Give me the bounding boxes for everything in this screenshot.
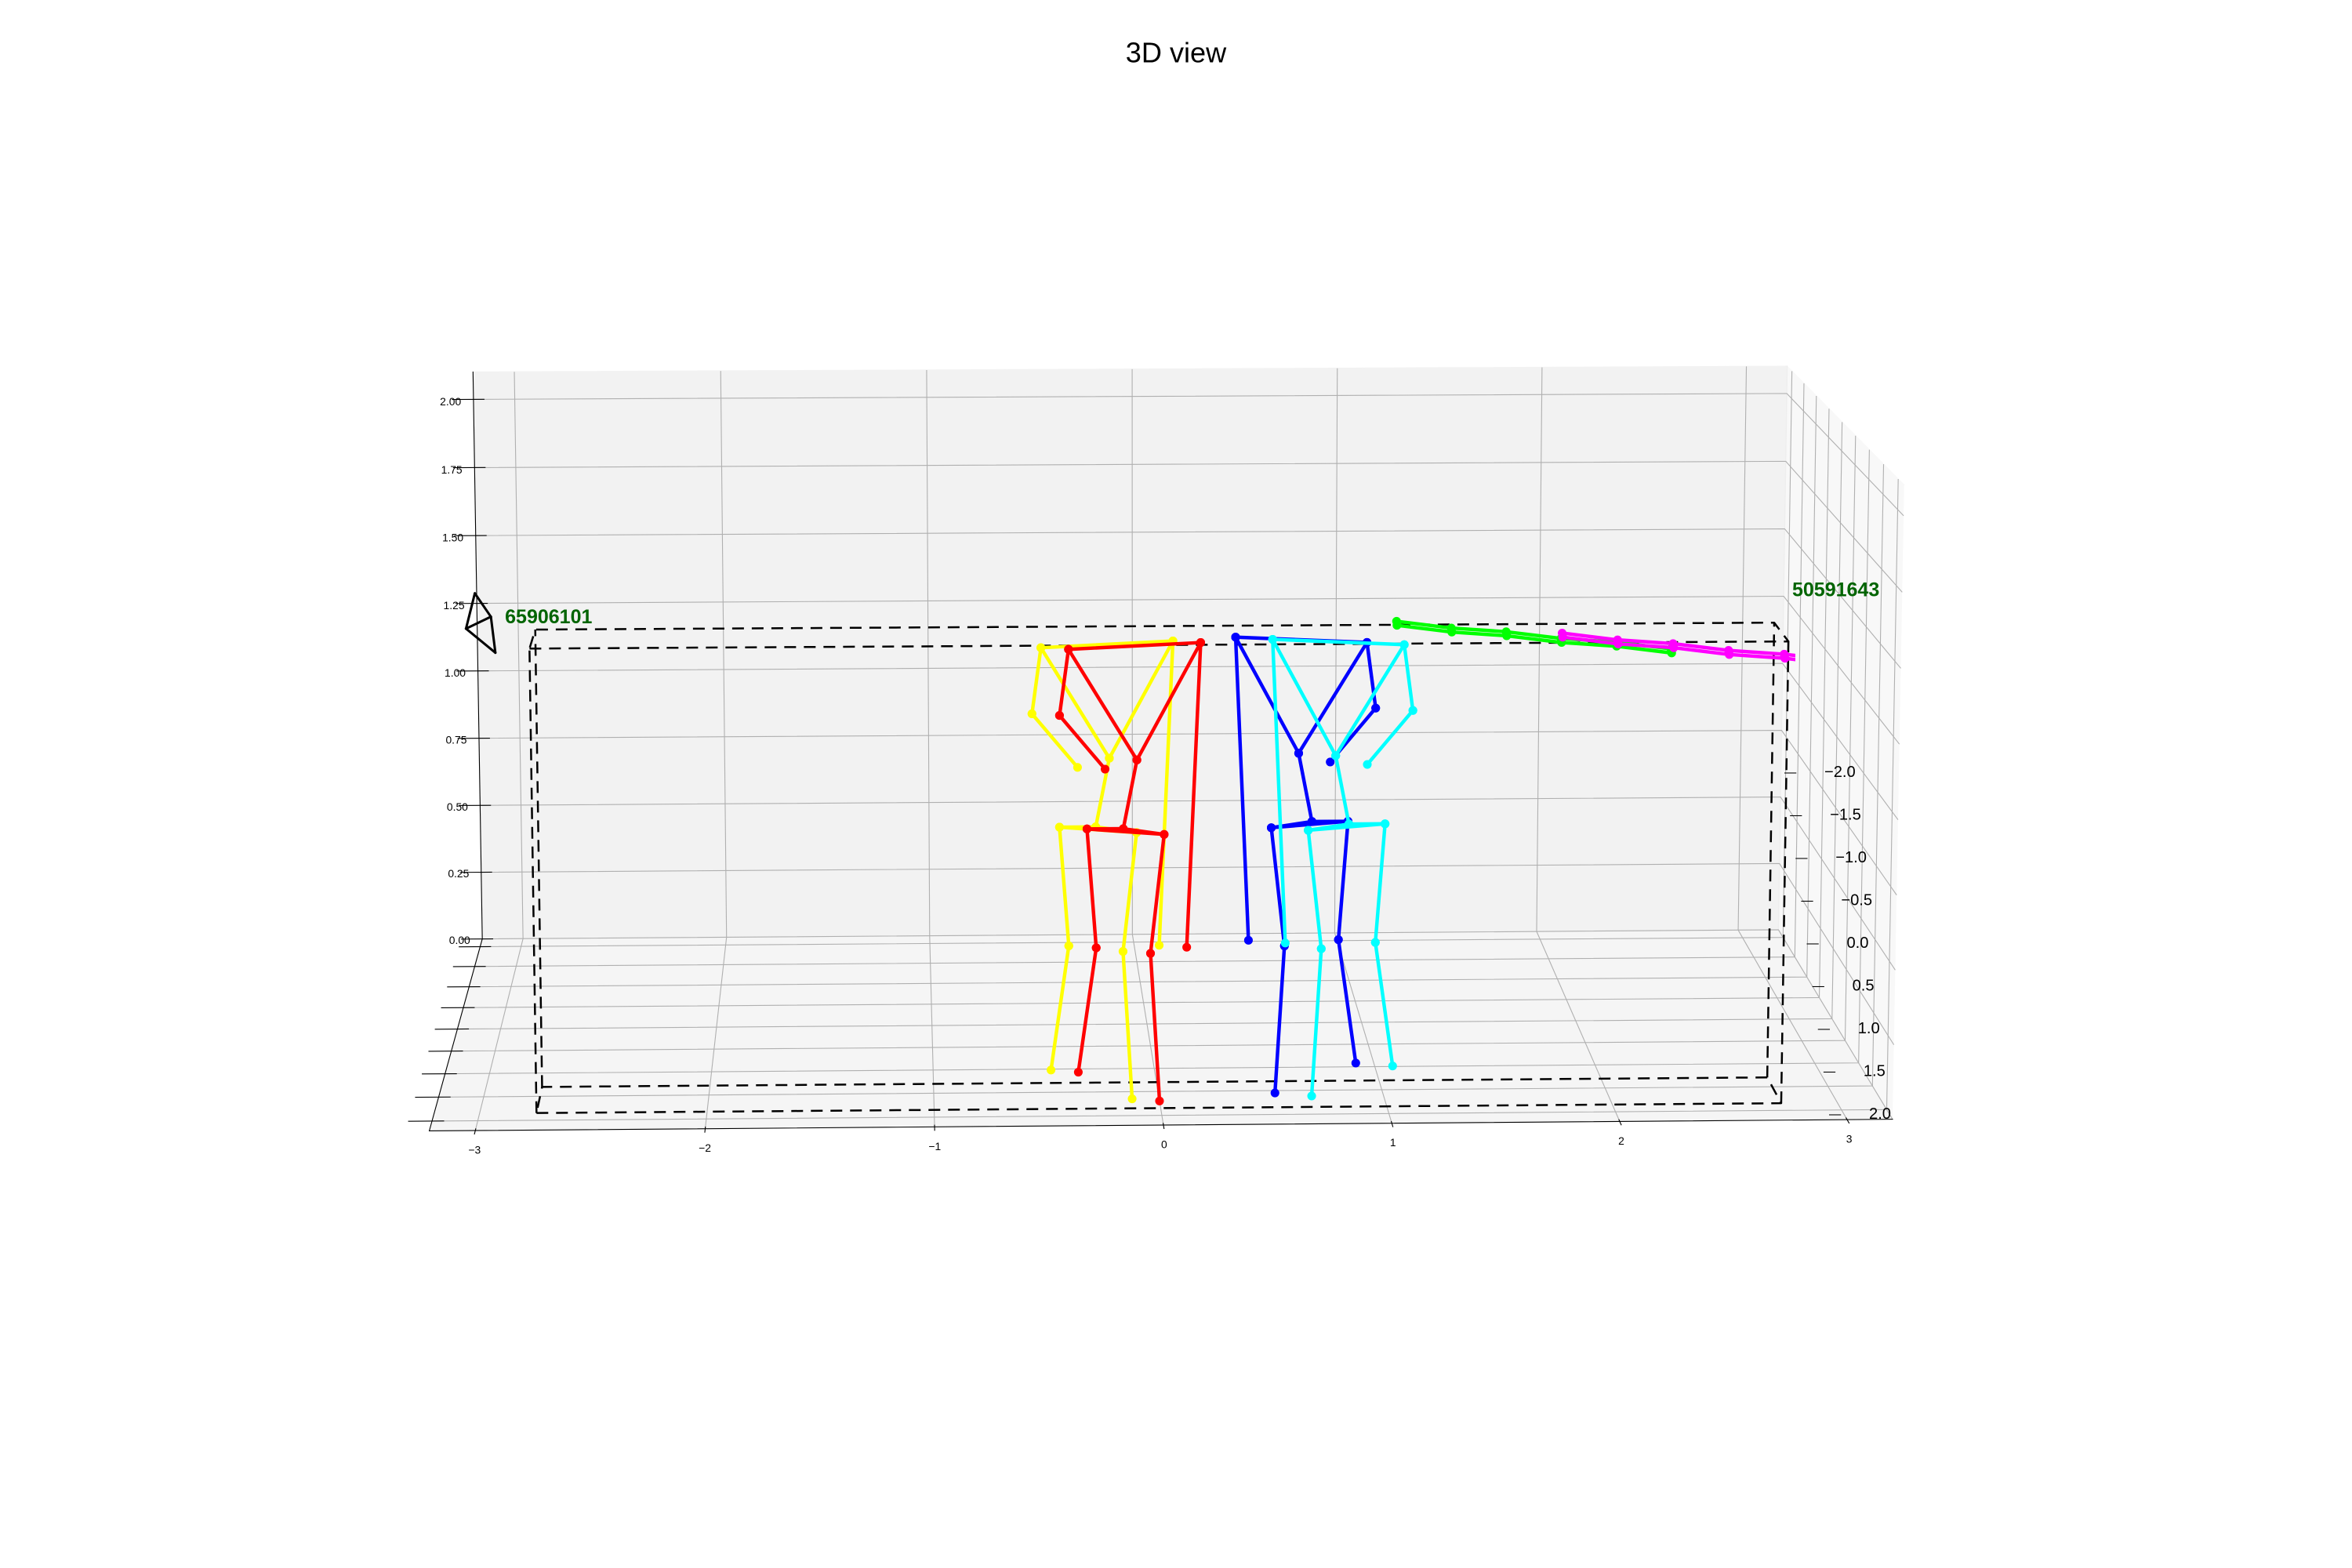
svg-text:0: 0: [1161, 1138, 1167, 1151]
svg-text:0.50: 0.50: [447, 800, 468, 813]
svg-text:1.00: 1.00: [445, 666, 466, 679]
svg-text:—: —: [1807, 937, 1820, 950]
svg-text:−3: −3: [468, 1144, 481, 1156]
svg-text:3D view: 3D view: [1126, 36, 1227, 68]
svg-text:0.5: 0.5: [1853, 978, 1875, 995]
svg-text:1.0: 1.0: [1858, 1020, 1880, 1037]
svg-text:1.50: 1.50: [442, 532, 463, 544]
svg-text:50591643: 50591643: [1792, 579, 1879, 601]
svg-text:3: 3: [1846, 1132, 1853, 1145]
svg-text:2.00: 2.00: [440, 395, 461, 408]
svg-text:2: 2: [1618, 1134, 1624, 1147]
svg-text:0.00: 0.00: [449, 934, 470, 946]
svg-text:−1.5: −1.5: [1830, 807, 1861, 824]
svg-text:—: —: [1801, 894, 1813, 907]
svg-text:−2: −2: [699, 1142, 711, 1154]
svg-text:—: —: [1829, 1108, 1842, 1121]
svg-text:1.75: 1.75: [441, 463, 463, 476]
svg-text:—: —: [1818, 1022, 1831, 1036]
svg-text:0.25: 0.25: [448, 867, 469, 880]
svg-text:2.0: 2.0: [1869, 1105, 1891, 1123]
svg-text:—: —: [1824, 1065, 1836, 1078]
svg-text:—: —: [1813, 979, 1825, 993]
svg-text:0.0: 0.0: [1846, 935, 1868, 952]
svg-text:−0.5: −0.5: [1841, 892, 1872, 909]
svg-text:−1.0: −1.0: [1835, 849, 1867, 866]
svg-text:−1: −1: [928, 1140, 941, 1152]
svg-text:0.75: 0.75: [445, 734, 466, 746]
svg-text:—: —: [1784, 766, 1797, 779]
svg-text:65906101: 65906101: [505, 606, 592, 628]
svg-text:1.25: 1.25: [444, 599, 465, 612]
svg-text:—: —: [1795, 851, 1808, 865]
svg-text:−2.0: −2.0: [1824, 764, 1856, 781]
svg-text:1.5: 1.5: [1864, 1063, 1886, 1080]
svg-text:1: 1: [1390, 1136, 1396, 1149]
svg-text:—: —: [1790, 808, 1802, 822]
